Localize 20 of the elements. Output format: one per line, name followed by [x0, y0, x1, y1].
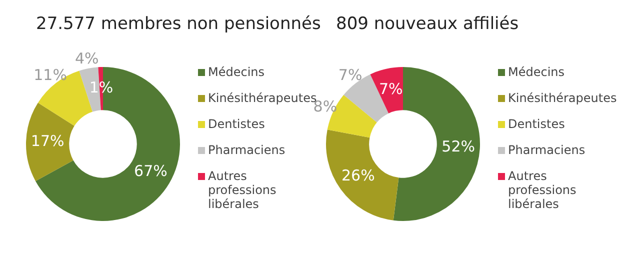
chart-title: 809 nouveaux affiliés: [336, 14, 520, 34]
legend-label: Médecins: [508, 65, 565, 79]
legend-label: Autres professions libérales: [508, 169, 578, 211]
data-label: 7%: [379, 80, 403, 98]
data-label: 1%: [89, 78, 114, 96]
legend-label: Dentistes: [208, 117, 265, 131]
legend-label: Médecins: [208, 65, 265, 79]
data-label: 4%: [74, 49, 99, 68]
data-label: 52%: [442, 137, 475, 156]
legend-label: Pharmaciens: [508, 143, 586, 157]
legend-label: Kinésithérapeutes: [508, 91, 617, 105]
data-label: 17%: [30, 132, 64, 150]
legend-label: Autres professions libérales: [208, 169, 278, 211]
data-label: 7%: [338, 66, 362, 84]
legend-label: Pharmaciens: [208, 143, 286, 157]
legend-label: Dentistes: [508, 117, 565, 131]
data-label: 11%: [34, 66, 67, 84]
data-label: 26%: [341, 166, 375, 184]
chart-title: 27.577 membres non pensionnés: [36, 14, 321, 34]
data-label: 67%: [134, 162, 168, 180]
